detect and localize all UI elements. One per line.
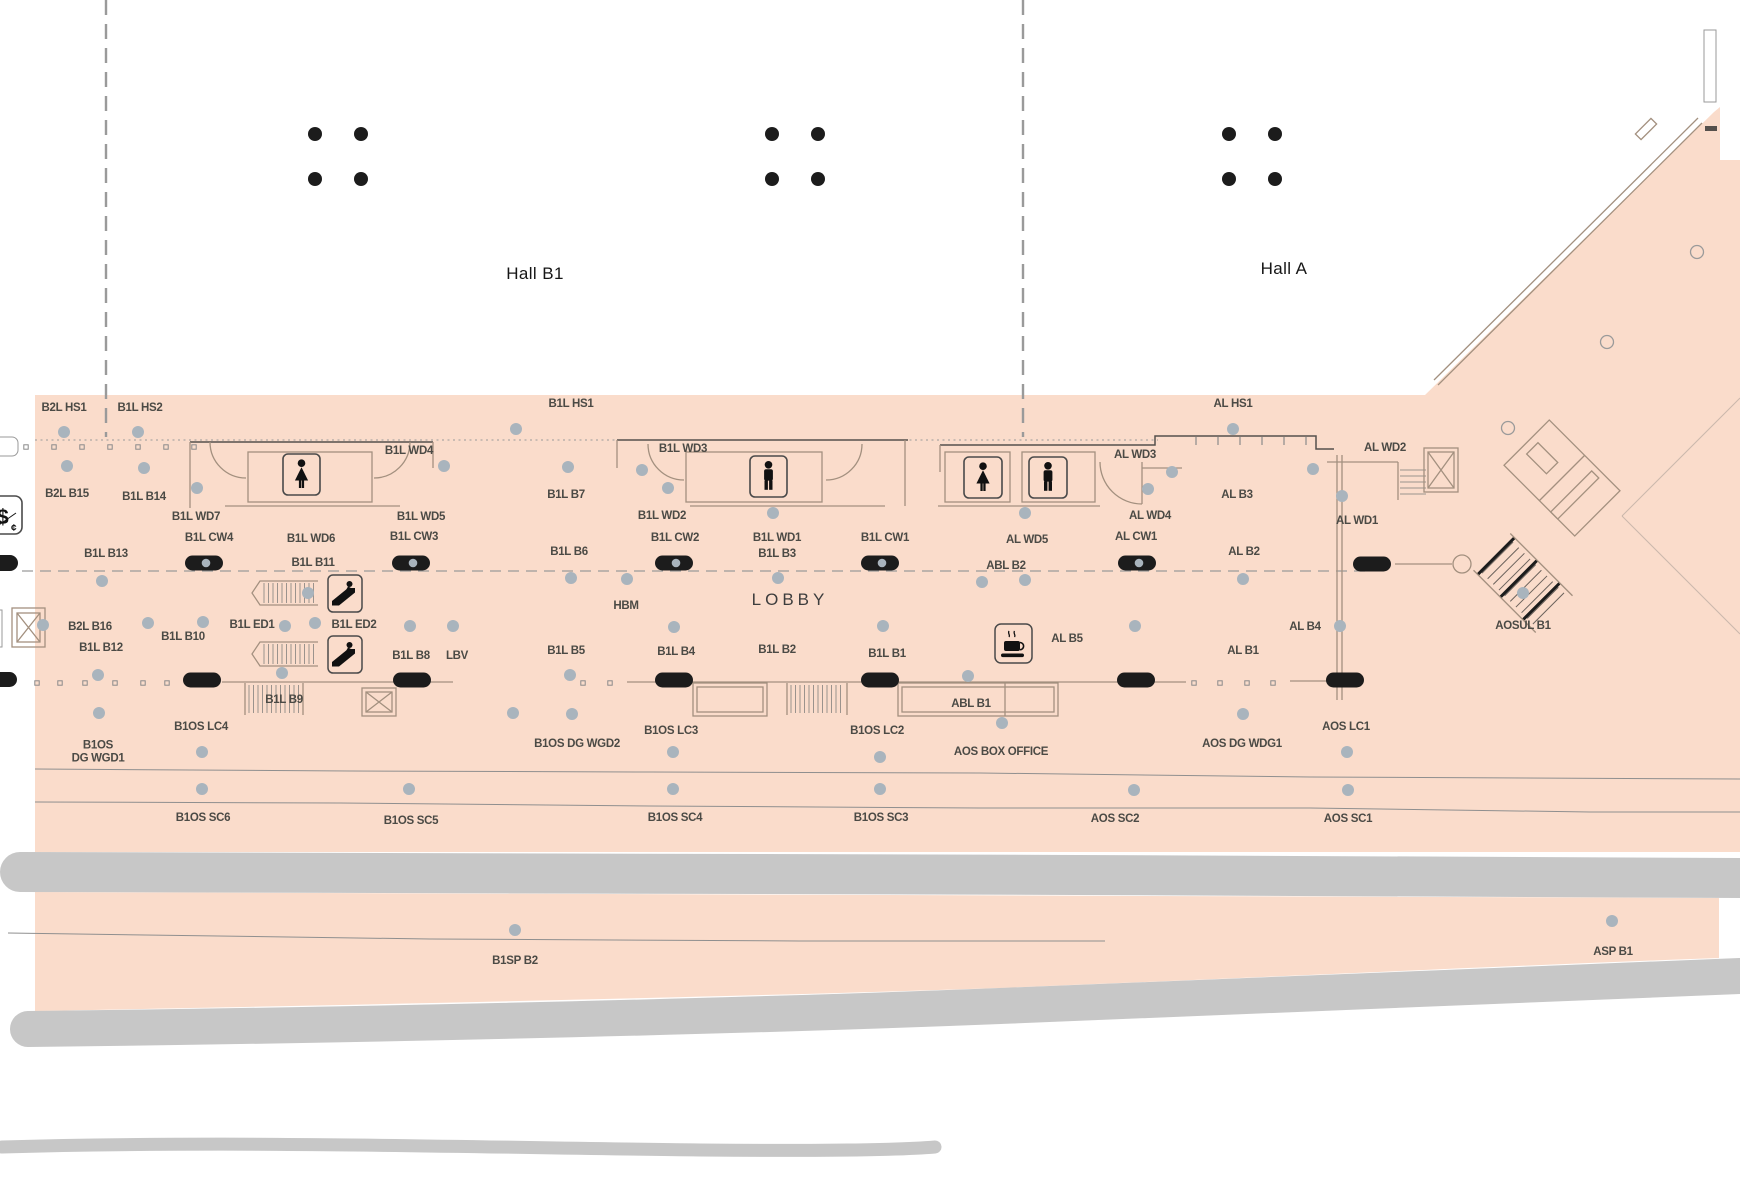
hall-columns [308, 127, 1282, 186]
currency-exchange-icon: $ ¢ [0, 495, 23, 535]
svg-text:$: $ [0, 506, 9, 529]
left-edge-structures [0, 436, 19, 687]
top-right-bar [1705, 126, 1717, 131]
womens-restroom-icon-2 [963, 456, 1003, 499]
elevators [11, 607, 397, 717]
womens-restroom-icon-1 [282, 453, 321, 496]
door-markers [183, 555, 1391, 688]
escalators [244, 580, 848, 715]
door-squares [23, 444, 1276, 686]
box-left [692, 682, 768, 717]
top-right-wall [1703, 29, 1717, 103]
stair-comb-1 [244, 683, 304, 715]
elevator-mid [361, 687, 397, 717]
lobby-boxes [692, 682, 1059, 717]
road-upper [0, 852, 1740, 898]
svg-text:¢: ¢ [11, 523, 17, 534]
road-bottom-thin [0, 1137, 942, 1157]
road-lower [10, 958, 1740, 1047]
escalator-icon-1 [327, 574, 363, 613]
floor-area [35, 107, 1740, 1011]
escalator-icon-2 [327, 635, 363, 674]
cafe-icon [994, 623, 1033, 664]
escalator-ramp-2 [251, 641, 318, 667]
wall-ticks [1195, 437, 1307, 445]
hall-divider-lines [22, 0, 1372, 572]
mens-restroom-icon-1 [749, 455, 788, 498]
map-icons: $ ¢ [0, 436, 1068, 687]
facade-lines [7, 768, 1740, 942]
road-bands [0, 852, 1740, 1157]
stair-comb-2 [786, 683, 848, 715]
restroom-block-2 [616, 439, 908, 507]
service-core [1327, 447, 1459, 500]
grand-stairs [1473, 533, 1573, 633]
mens-restroom-icon-2 [1028, 456, 1068, 499]
poi-dots [37, 423, 1618, 936]
lobby-walls [7, 29, 1740, 942]
box-office [897, 682, 1059, 717]
restroom-block-1 [189, 441, 434, 508]
diagonal-wing [1433, 29, 1740, 635]
restroom-block-3 [938, 435, 1334, 507]
hollow-circles [1500, 244, 1705, 436]
